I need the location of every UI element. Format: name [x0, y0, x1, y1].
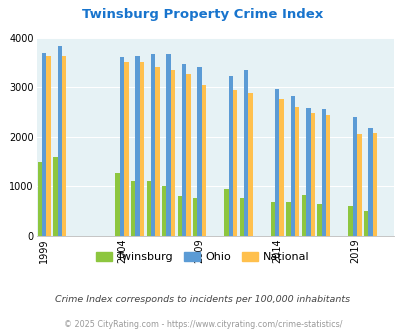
- Bar: [239, 198, 243, 236]
- Bar: [186, 74, 190, 236]
- Bar: [181, 64, 186, 236]
- Bar: [162, 186, 166, 236]
- Bar: [197, 67, 201, 236]
- Bar: [53, 157, 58, 236]
- Bar: [228, 76, 232, 236]
- Bar: [317, 204, 321, 236]
- Bar: [42, 53, 46, 236]
- Bar: [321, 109, 325, 236]
- Bar: [151, 54, 155, 236]
- Text: Twinsburg Property Crime Index: Twinsburg Property Crime Index: [82, 8, 323, 21]
- Bar: [367, 128, 372, 236]
- Bar: [193, 198, 197, 236]
- Bar: [62, 56, 66, 236]
- Bar: [155, 67, 159, 236]
- Bar: [224, 189, 228, 236]
- Bar: [131, 181, 135, 236]
- Bar: [58, 46, 62, 236]
- Bar: [139, 62, 144, 236]
- Bar: [294, 107, 298, 236]
- Bar: [372, 133, 376, 236]
- Bar: [232, 90, 237, 236]
- Bar: [135, 56, 139, 236]
- Bar: [286, 202, 290, 236]
- Bar: [46, 56, 51, 236]
- Bar: [352, 117, 356, 236]
- Bar: [119, 57, 124, 236]
- Bar: [201, 85, 206, 236]
- Bar: [166, 54, 171, 236]
- Bar: [243, 70, 248, 236]
- Bar: [124, 62, 128, 236]
- Bar: [279, 99, 283, 236]
- Text: Crime Index corresponds to incidents per 100,000 inhabitants: Crime Index corresponds to incidents per…: [55, 295, 350, 304]
- Bar: [115, 173, 119, 236]
- Bar: [290, 96, 294, 236]
- Bar: [270, 202, 275, 236]
- Text: © 2025 CityRating.com - https://www.cityrating.com/crime-statistics/: © 2025 CityRating.com - https://www.city…: [64, 320, 341, 329]
- Bar: [305, 108, 310, 236]
- Bar: [177, 196, 181, 236]
- Legend: Twinsburg, Ohio, National: Twinsburg, Ohio, National: [92, 248, 313, 267]
- Bar: [325, 115, 330, 236]
- Bar: [248, 93, 252, 236]
- Bar: [301, 195, 305, 236]
- Bar: [363, 211, 367, 236]
- Bar: [146, 181, 151, 236]
- Bar: [275, 89, 279, 236]
- Bar: [347, 206, 352, 236]
- Bar: [310, 113, 314, 236]
- Bar: [171, 70, 175, 236]
- Bar: [38, 162, 42, 236]
- Bar: [356, 135, 360, 236]
